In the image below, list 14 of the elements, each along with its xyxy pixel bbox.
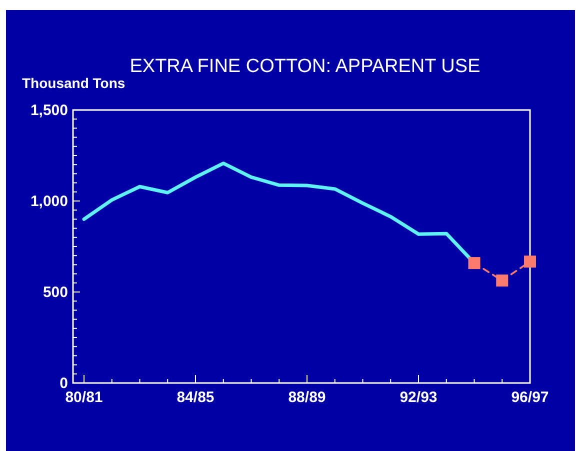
x-tick-label: 84/85 [176, 389, 214, 406]
point [524, 256, 536, 268]
x-tick-label: 80/81 [65, 389, 103, 406]
point [496, 274, 508, 287]
x-tick-label: 88/89 [288, 389, 326, 406]
x-tick-label: 96/97 [511, 389, 549, 406]
x-tick-label: 92/93 [400, 389, 438, 406]
y-tick-label: 500 [42, 284, 68, 301]
y-tick-label: 0 [60, 375, 68, 392]
y-tick-label: 1,000 [30, 193, 68, 210]
chart-title: EXTRA FINE COTTON: APPARENT USE [130, 56, 480, 77]
point [468, 257, 480, 270]
y-tick-label: 1,500 [30, 102, 68, 119]
y-axis-title: Thousand Tons [22, 75, 126, 91]
